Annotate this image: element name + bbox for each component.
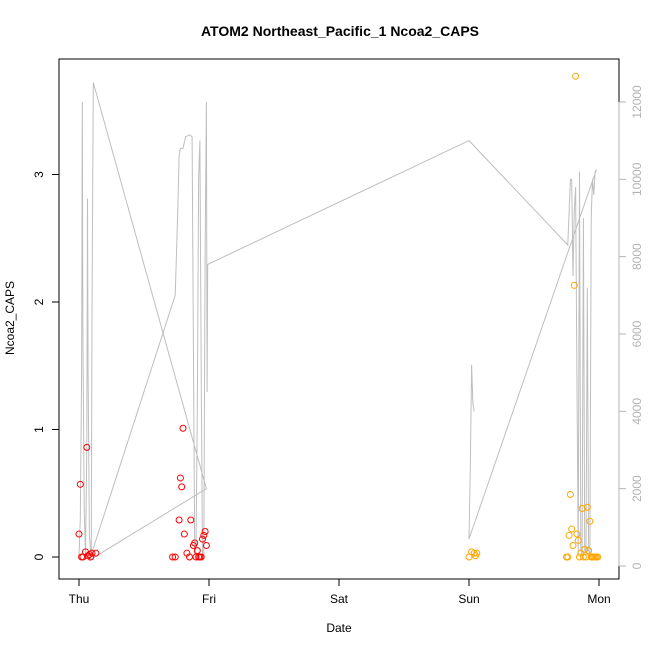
y-right-tick-label: 0 (630, 562, 644, 569)
point-red (200, 531, 208, 539)
point-red (169, 553, 177, 561)
point-orange (572, 72, 580, 80)
y-tick-label: 2 (32, 298, 46, 305)
point-red (192, 553, 200, 561)
points-layer (75, 72, 602, 561)
point-red (187, 516, 195, 524)
point-orange (565, 531, 573, 539)
point-red (202, 542, 210, 550)
point-orange (573, 530, 581, 538)
y-axis-right: 0 2000 4000 6000 8000 10000 12000 (618, 85, 644, 569)
y-right-tick-label: 2000 (630, 475, 644, 502)
point-red (87, 553, 95, 561)
point-orange (568, 525, 576, 533)
y-tick-label: 0 (32, 553, 46, 560)
point-orange (579, 553, 587, 561)
point-orange (473, 549, 481, 557)
point-orange (581, 545, 589, 553)
point-red (75, 530, 83, 538)
point-red (76, 480, 84, 488)
x-tick-label: Thu (69, 592, 90, 606)
y-tick-label: 3 (32, 171, 46, 178)
point-orange (570, 281, 578, 289)
x-tick-label: Sat (330, 592, 349, 606)
point-red (83, 443, 91, 451)
point-orange (569, 542, 577, 550)
point-orange (574, 536, 582, 544)
point-red (179, 424, 187, 432)
point-orange (578, 505, 586, 513)
y-right-tick-label: 10000 (630, 162, 644, 196)
point-orange (586, 517, 594, 525)
plot-area (58, 58, 620, 580)
x-tick-label: Fri (202, 592, 216, 606)
point-red (191, 539, 199, 547)
point-red (199, 535, 206, 543)
point-red (92, 549, 100, 557)
point-red (201, 528, 209, 535)
series-line (78, 82, 597, 562)
series-right-axis-line (78, 82, 597, 562)
x-axis: Thu Fri Sat Sun Mon (69, 578, 611, 606)
point-orange (583, 503, 591, 511)
x-axis-label: Date (326, 621, 352, 635)
point-orange (566, 491, 574, 499)
chart-title: ATOM2 Northeast_Pacific_1 Ncoa2_CAPS (201, 23, 479, 39)
y-tick-label: 1 (32, 426, 46, 433)
point-red (88, 549, 96, 557)
x-tick-label: Sun (458, 592, 479, 606)
point-red (180, 530, 188, 538)
point-red (175, 516, 183, 524)
point-red (197, 553, 205, 561)
point-red (171, 553, 179, 561)
point-red (176, 474, 184, 482)
y-right-tick-label: 4000 (630, 398, 644, 425)
y-right-tick-label: 8000 (630, 243, 644, 270)
x-tick-label: Mon (587, 592, 610, 606)
point-orange (564, 553, 572, 561)
y-right-tick-label: 6000 (630, 320, 644, 347)
y-axis: 0 1 2 3 (32, 171, 60, 560)
point-red (178, 483, 186, 491)
y-axis-label: Ncoa2_CAPS (3, 281, 17, 355)
point-red (193, 547, 201, 555)
point-orange (594, 553, 602, 561)
y-right-tick-label: 12000 (630, 85, 644, 119)
point-orange (585, 547, 593, 555)
